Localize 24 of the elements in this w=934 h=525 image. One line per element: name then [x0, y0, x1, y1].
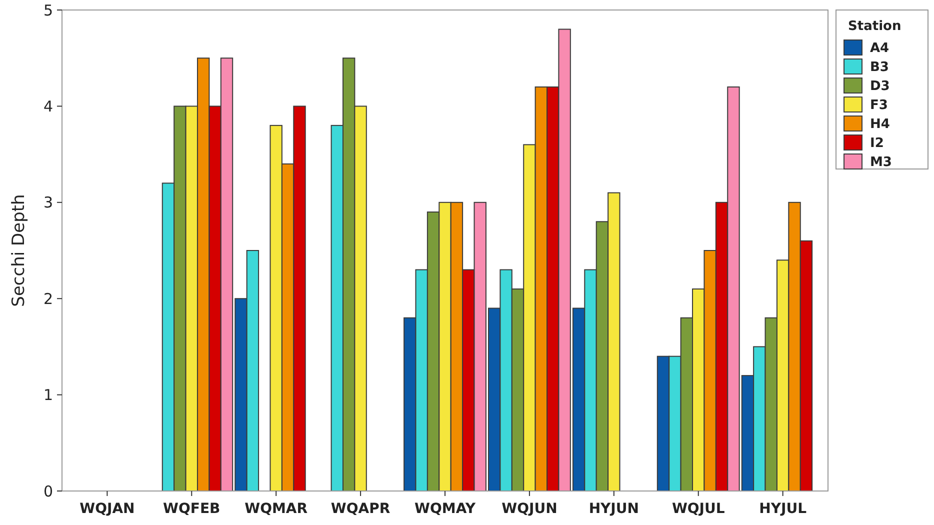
legend-label: F3 [870, 98, 888, 113]
legend-label: H4 [870, 117, 890, 132]
legend-label: B3 [870, 60, 889, 75]
x-tick-label: HYJUL [759, 501, 807, 517]
x-tick-label: HYJUN [588, 501, 639, 517]
y-tick-label: 1 [43, 386, 53, 404]
y-tick-label: 0 [43, 482, 53, 500]
legend-label: I2 [870, 136, 884, 151]
y-axis-title: Secchi Depth [9, 194, 29, 307]
legend-title: Station [848, 19, 902, 34]
x-tick-label: WQMAR [244, 501, 308, 517]
legend-label: A4 [870, 41, 890, 56]
y-tick-label: 2 [43, 290, 53, 308]
x-tick-label: WQFEB [163, 501, 220, 517]
x-tick-label: WQJUN [502, 501, 558, 517]
legend-label: D3 [870, 79, 890, 94]
x-tick-label: WQJAN [80, 501, 135, 517]
y-tick-label: 5 [43, 1, 53, 20]
y-tick-label: 3 [43, 194, 53, 212]
x-tick-label: WQMAY [414, 501, 476, 517]
x-tick-label: WQJUL [672, 501, 725, 517]
legend-label: M3 [870, 155, 892, 170]
y-tick-label: 4 [43, 97, 53, 116]
x-tick-label: WQAPR [330, 501, 390, 517]
